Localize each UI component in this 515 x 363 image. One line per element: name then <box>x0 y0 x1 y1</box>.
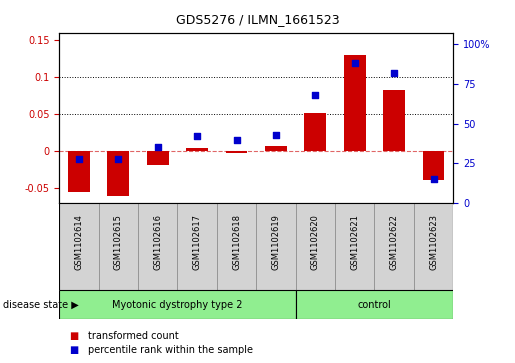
Bar <box>226 151 247 153</box>
Bar <box>296 290 453 319</box>
Text: percentile rank within the sample: percentile rank within the sample <box>88 345 252 355</box>
Text: GSM1102616: GSM1102616 <box>153 215 162 270</box>
Text: ■: ■ <box>70 331 79 341</box>
Text: GSM1102618: GSM1102618 <box>232 215 241 270</box>
Bar <box>304 113 326 151</box>
Text: GSM1102622: GSM1102622 <box>390 215 399 270</box>
Bar <box>296 203 335 290</box>
Text: GSM1102619: GSM1102619 <box>271 215 280 270</box>
Point <box>272 132 280 138</box>
Bar <box>344 55 366 151</box>
Text: Myotonic dystrophy type 2: Myotonic dystrophy type 2 <box>112 300 243 310</box>
Bar <box>265 146 287 151</box>
Text: disease state ▶: disease state ▶ <box>3 300 78 310</box>
Text: ■: ■ <box>70 345 79 355</box>
Text: GSM1102623: GSM1102623 <box>429 215 438 270</box>
Text: GSM1102620: GSM1102620 <box>311 215 320 270</box>
Text: GSM1102614: GSM1102614 <box>75 215 83 270</box>
Point <box>351 60 359 66</box>
Point <box>311 92 319 98</box>
Bar <box>383 90 405 151</box>
Bar <box>108 151 129 196</box>
Point <box>153 144 162 150</box>
Bar <box>68 151 90 192</box>
Bar <box>217 203 256 290</box>
Point <box>114 156 123 162</box>
Text: GSM1102615: GSM1102615 <box>114 215 123 270</box>
Text: GDS5276 / ILMN_1661523: GDS5276 / ILMN_1661523 <box>176 13 339 26</box>
Text: transformed count: transformed count <box>88 331 178 341</box>
Bar <box>177 203 217 290</box>
Point <box>430 176 438 182</box>
Text: control: control <box>357 300 391 310</box>
Point <box>232 136 241 142</box>
Bar <box>99 203 138 290</box>
Bar <box>374 203 414 290</box>
Bar <box>59 203 99 290</box>
Bar <box>186 148 208 151</box>
Point <box>75 156 83 162</box>
Bar <box>423 151 444 180</box>
Point <box>390 70 398 76</box>
Text: GSM1102617: GSM1102617 <box>193 215 201 270</box>
Point <box>193 134 201 139</box>
Bar <box>147 151 168 165</box>
Bar <box>59 290 296 319</box>
Text: GSM1102621: GSM1102621 <box>350 215 359 270</box>
Bar <box>414 203 453 290</box>
Bar <box>335 203 374 290</box>
Bar <box>256 203 296 290</box>
Bar <box>138 203 177 290</box>
